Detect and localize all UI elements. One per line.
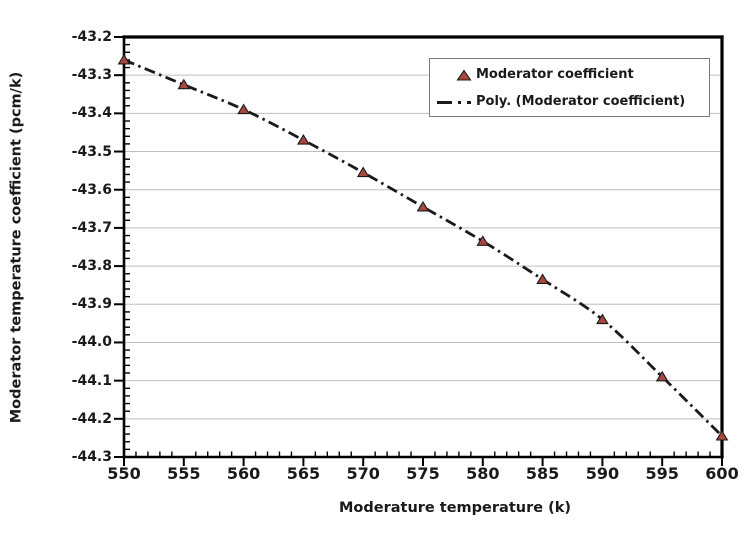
data-point-575 <box>416 200 430 212</box>
x-tick-label: 600 <box>705 464 739 483</box>
data-point-570 <box>356 166 370 178</box>
trendline <box>123 58 723 437</box>
data-point-565 <box>297 134 310 145</box>
y-tick-label: -44.1 <box>71 372 112 389</box>
legend: Moderator coefficient Poly. (Moderator c… <box>429 58 710 117</box>
gridlines <box>125 74 721 420</box>
data-point-600 <box>715 429 729 441</box>
legend-entry-poly-trendline: Poly. (Moderator coefficient) <box>430 89 709 115</box>
y-tick-label: -43.4 <box>71 105 112 122</box>
y-tick-label: -44.3 <box>71 449 112 465</box>
data-points <box>117 53 729 441</box>
data-point-560 <box>237 103 250 115</box>
y-tick-label: -43.3 <box>71 67 112 84</box>
x-tick-label: 590 <box>585 464 620 483</box>
y-axis <box>114 35 130 459</box>
y-tick-label: -43.7 <box>71 219 112 236</box>
triangle-marker-icon <box>456 69 472 81</box>
y-tick-label: -43.2 <box>71 29 112 45</box>
x-tick-label: 565 <box>286 464 321 483</box>
x-tick-label: 575 <box>406 464 440 483</box>
x-tick-label: 555 <box>167 464 201 483</box>
x-tick-label: 595 <box>645 464 679 483</box>
data-point-550 <box>117 53 131 65</box>
x-tick-label: 585 <box>525 464 560 483</box>
x-tick-label: 560 <box>226 464 261 483</box>
y-tick-label: -43.9 <box>71 296 112 313</box>
x-tick-label: 580 <box>466 464 500 483</box>
x-tick-label: 550 <box>107 464 141 483</box>
data-point-580 <box>476 235 490 246</box>
data-point-590 <box>596 313 609 325</box>
y-axis-title: Moderator temperature coefficient (pcm/k… <box>8 71 25 424</box>
y-tick-label: -44.0 <box>71 334 112 351</box>
y-tick-label: -43.8 <box>71 258 112 275</box>
x-tick-label: 570 <box>346 464 380 483</box>
data-point-585 <box>536 273 549 285</box>
y-tick-label: -43.6 <box>71 181 112 198</box>
legend-entry-moderator-coefficient: Moderator coefficient <box>430 62 709 88</box>
data-point-555 <box>177 78 191 90</box>
legend-label: Poly. (Moderator coefficient) <box>476 94 686 109</box>
y-tick-label: -44.2 <box>71 410 112 427</box>
legend-label: Moderator coefficient <box>476 67 634 82</box>
dash-dot-line-icon <box>437 101 471 104</box>
data-point-595 <box>655 370 669 382</box>
x-axis <box>122 451 724 466</box>
plot-border <box>122 35 724 459</box>
x-axis-title: Moderature temperature (k) <box>338 500 572 516</box>
y-tick-label: -43.5 <box>71 143 112 160</box>
